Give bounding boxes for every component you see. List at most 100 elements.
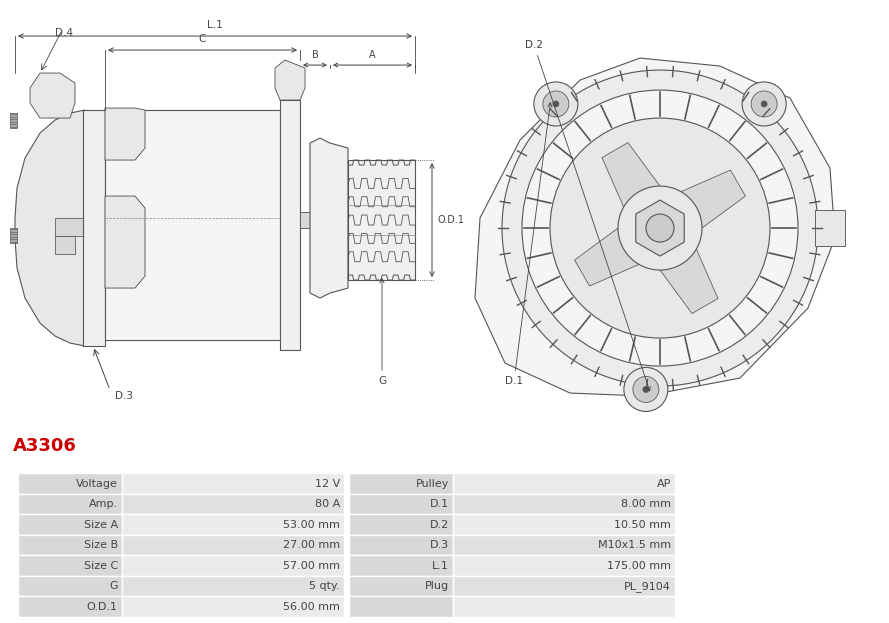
FancyBboxPatch shape (18, 494, 122, 515)
FancyBboxPatch shape (122, 473, 344, 494)
Text: 80 A: 80 A (315, 499, 340, 509)
Circle shape (534, 82, 578, 126)
Text: 56.00 mm: 56.00 mm (283, 602, 340, 612)
Text: 27.00 mm: 27.00 mm (283, 540, 340, 550)
Text: O.D.1: O.D.1 (438, 215, 465, 225)
Text: Size C: Size C (84, 561, 117, 571)
FancyBboxPatch shape (453, 535, 676, 555)
Circle shape (643, 386, 649, 392)
FancyBboxPatch shape (453, 555, 676, 576)
Bar (55, 218, 85, 236)
FancyBboxPatch shape (122, 555, 344, 576)
Polygon shape (636, 200, 685, 256)
Circle shape (618, 186, 702, 270)
Bar (815, 210, 845, 246)
Polygon shape (310, 138, 348, 298)
Bar (348, 160, 415, 280)
Bar (83, 110, 105, 346)
Polygon shape (10, 113, 17, 128)
Polygon shape (602, 143, 682, 240)
FancyBboxPatch shape (122, 576, 344, 596)
Bar (300, 212, 330, 228)
Text: A: A (369, 50, 375, 60)
Text: L.1: L.1 (207, 20, 223, 30)
FancyBboxPatch shape (348, 515, 453, 535)
Text: G: G (109, 581, 117, 591)
FancyBboxPatch shape (18, 576, 122, 596)
FancyBboxPatch shape (453, 596, 676, 617)
Bar (105, 110, 280, 340)
FancyBboxPatch shape (453, 576, 676, 596)
Text: D.4: D.4 (55, 28, 73, 38)
Polygon shape (10, 228, 17, 243)
Circle shape (502, 70, 818, 386)
Text: 12 V: 12 V (315, 478, 340, 488)
Bar (280, 100, 300, 350)
Text: C: C (198, 34, 205, 44)
Text: AP: AP (657, 478, 671, 488)
Polygon shape (30, 73, 75, 118)
FancyBboxPatch shape (122, 535, 344, 555)
Polygon shape (638, 216, 718, 313)
Circle shape (624, 368, 668, 411)
Circle shape (646, 214, 674, 242)
Polygon shape (574, 206, 672, 286)
Text: PL_9104: PL_9104 (624, 581, 671, 591)
FancyBboxPatch shape (453, 515, 676, 535)
Bar (55, 236, 75, 254)
Circle shape (553, 101, 559, 107)
Circle shape (550, 118, 770, 338)
FancyBboxPatch shape (348, 576, 453, 596)
FancyBboxPatch shape (453, 494, 676, 515)
Text: L.1: L.1 (432, 561, 449, 571)
Circle shape (543, 91, 569, 117)
FancyBboxPatch shape (18, 473, 122, 494)
Polygon shape (275, 60, 305, 100)
Text: D.2: D.2 (429, 520, 449, 530)
FancyBboxPatch shape (18, 535, 122, 555)
FancyBboxPatch shape (122, 494, 344, 515)
FancyBboxPatch shape (453, 473, 676, 494)
Text: 53.00 mm: 53.00 mm (283, 520, 340, 530)
Text: O.D.1: O.D.1 (87, 602, 117, 612)
FancyBboxPatch shape (348, 494, 453, 515)
Text: 57.00 mm: 57.00 mm (283, 561, 340, 571)
Text: 8.00 mm: 8.00 mm (621, 499, 671, 509)
FancyBboxPatch shape (348, 596, 453, 617)
FancyBboxPatch shape (18, 515, 122, 535)
Polygon shape (475, 58, 835, 396)
Text: M10x1.5 mm: M10x1.5 mm (598, 540, 671, 550)
Polygon shape (105, 196, 145, 288)
Circle shape (761, 101, 767, 107)
Text: D.3: D.3 (429, 540, 449, 550)
Text: 175.00 mm: 175.00 mm (607, 561, 671, 571)
Text: D.2: D.2 (525, 40, 651, 391)
Polygon shape (15, 110, 85, 346)
Text: D.1: D.1 (429, 499, 449, 509)
FancyBboxPatch shape (122, 596, 344, 617)
Circle shape (633, 376, 659, 402)
FancyBboxPatch shape (348, 473, 453, 494)
Polygon shape (647, 170, 746, 250)
Text: A3306: A3306 (13, 437, 77, 455)
Circle shape (742, 82, 786, 126)
FancyBboxPatch shape (122, 515, 344, 535)
Text: D.1: D.1 (505, 103, 552, 386)
FancyBboxPatch shape (348, 535, 453, 555)
Circle shape (522, 90, 798, 366)
Text: G: G (378, 278, 386, 386)
Polygon shape (105, 108, 145, 160)
FancyBboxPatch shape (348, 555, 453, 576)
Text: Pulley: Pulley (415, 478, 449, 488)
FancyBboxPatch shape (18, 596, 122, 617)
Text: B: B (312, 50, 318, 60)
Text: 10.50 mm: 10.50 mm (614, 520, 671, 530)
Text: Size A: Size A (84, 520, 117, 530)
Text: Voltage: Voltage (76, 478, 117, 488)
Text: D.3: D.3 (115, 391, 133, 401)
Text: Amp.: Amp. (89, 499, 117, 509)
Text: Size B: Size B (84, 540, 117, 550)
Circle shape (751, 91, 777, 117)
Text: Plug: Plug (425, 581, 449, 591)
Text: 5 qty.: 5 qty. (309, 581, 340, 591)
